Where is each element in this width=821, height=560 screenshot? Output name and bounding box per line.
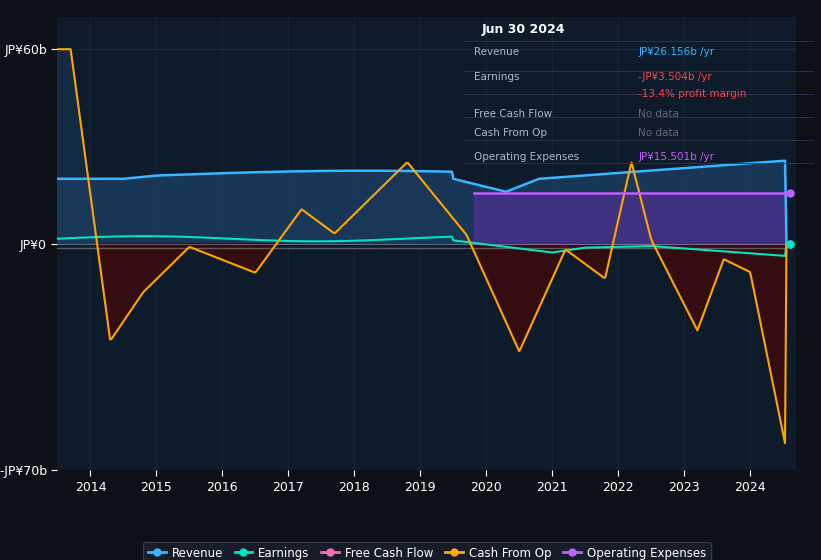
Text: No data: No data bbox=[639, 128, 679, 138]
Legend: Revenue, Earnings, Free Cash Flow, Cash From Op, Operating Expenses: Revenue, Earnings, Free Cash Flow, Cash … bbox=[143, 542, 711, 560]
Text: JP¥26.156b /yr: JP¥26.156b /yr bbox=[639, 48, 714, 58]
Text: JP¥15.501b /yr: JP¥15.501b /yr bbox=[639, 152, 714, 161]
Text: Jun 30 2024: Jun 30 2024 bbox=[481, 23, 565, 36]
Text: Revenue: Revenue bbox=[475, 48, 520, 58]
Text: Earnings: Earnings bbox=[475, 72, 520, 82]
Text: -13.4% profit margin: -13.4% profit margin bbox=[639, 88, 747, 99]
Text: Free Cash Flow: Free Cash Flow bbox=[475, 109, 553, 119]
Text: -JP¥3.504b /yr: -JP¥3.504b /yr bbox=[639, 72, 712, 82]
Text: Cash From Op: Cash From Op bbox=[475, 128, 548, 138]
Text: No data: No data bbox=[639, 109, 679, 119]
Text: Operating Expenses: Operating Expenses bbox=[475, 152, 580, 161]
